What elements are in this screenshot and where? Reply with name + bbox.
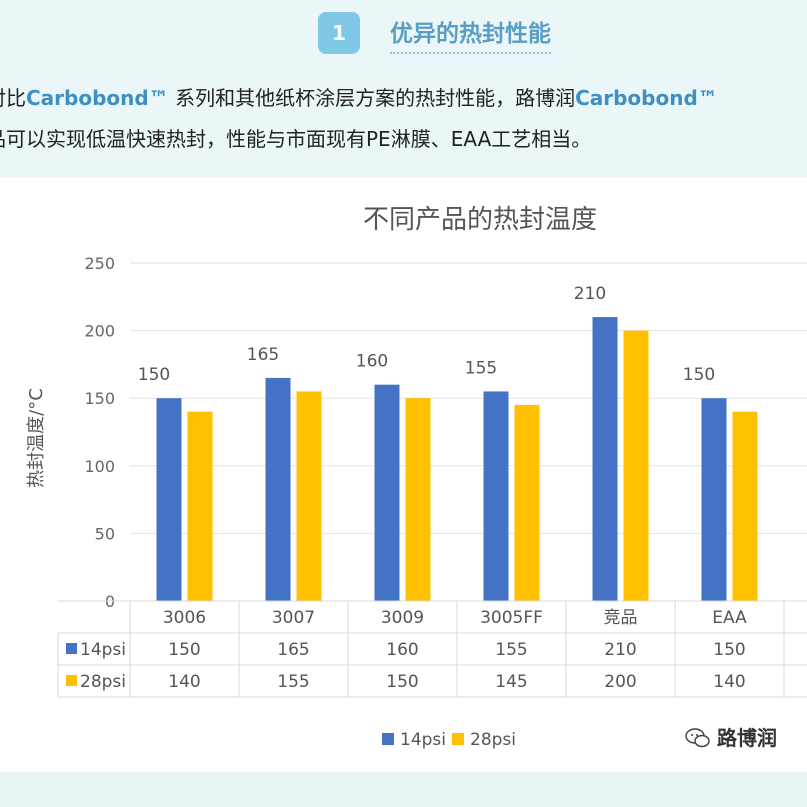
intro-line-1: 对比Carbobond™ 系列和其他纸杯涂层方案的热封性能，路博润Carbobo… xyxy=(0,78,807,119)
x-tick-label: 竞品 xyxy=(604,608,638,628)
y-tick-label: 250 xyxy=(84,254,115,273)
table-legend-swatch xyxy=(66,675,77,686)
intro-text: 品可以实现低温快速热封，性能与市面现有PE淋膜、EAA工艺相当。 xyxy=(0,127,592,151)
table-cell: 150 xyxy=(713,640,745,660)
table-series-label: 28psi xyxy=(80,672,126,692)
chart-bars xyxy=(156,317,758,601)
bar-28psi-竞品 xyxy=(623,330,649,601)
bar-14psi-3009 xyxy=(374,384,400,601)
x-tick-label: 3005FF xyxy=(480,608,543,628)
y-tick-label: 200 xyxy=(84,322,115,341)
y-tick-label: 50 xyxy=(95,524,115,543)
legend-swatch xyxy=(452,733,464,745)
legend-label: 28psi xyxy=(470,730,516,750)
header-band xyxy=(0,0,807,178)
intro-text: 对比 xyxy=(0,86,26,110)
watermark-text: 路博润 xyxy=(717,726,777,750)
table-cell: 165 xyxy=(277,640,309,660)
bar-28psi-EAA xyxy=(732,411,758,601)
table-cell: 160 xyxy=(386,640,418,660)
section-number-badge: 1 xyxy=(318,12,360,54)
data-label: 165 xyxy=(247,345,279,365)
table-cell: 210 xyxy=(604,640,636,660)
intro-line-2: 品可以实现低温快速热封，性能与市面现有PE淋膜、EAA工艺相当。 xyxy=(0,119,807,160)
table-cell: 145 xyxy=(495,672,527,692)
brand-name: Carbobond™ xyxy=(575,86,718,110)
y-axis-label: 热封温度/°C xyxy=(26,388,47,488)
x-tick-label: 3009 xyxy=(381,608,424,628)
chart-legend: 14psi 28psi xyxy=(382,730,516,750)
bar-28psi-3009 xyxy=(405,398,431,601)
table-cell: 150 xyxy=(386,672,418,692)
data-label: 150 xyxy=(138,365,170,385)
wechat-icon xyxy=(685,728,710,748)
watermark: 路博润 xyxy=(685,722,777,751)
x-tick-label: 3006 xyxy=(163,608,206,628)
data-label: 150 xyxy=(683,365,715,385)
table-cell: 140 xyxy=(168,672,200,692)
table-cell: 140 xyxy=(713,672,745,692)
table-legend-swatch xyxy=(66,643,77,654)
bar-14psi-3006 xyxy=(156,398,182,601)
bar-28psi-3006 xyxy=(187,411,213,601)
intro-text: 系列和其他纸杯涂层方案的热封性能，路博润 xyxy=(168,86,576,110)
section-title: 优异的热封性能 xyxy=(390,14,551,54)
x-tick-label: 3007 xyxy=(272,608,315,628)
data-label: 155 xyxy=(465,358,497,378)
chart-data-labels: 150 165 160 155 210 150 xyxy=(138,284,715,385)
legend-label: 14psi xyxy=(400,730,446,750)
bar-14psi-3007 xyxy=(265,377,291,601)
brand-name: Carbobond™ xyxy=(26,86,169,110)
bar-14psi-3005FF xyxy=(483,391,509,601)
footer-band xyxy=(0,772,807,807)
data-label: 160 xyxy=(356,352,388,372)
legend-swatch xyxy=(382,733,394,745)
data-table: 3006 150 140 3007 165 155 3009 160 150 3005FF 155 1… xyxy=(57,600,807,698)
x-tick-label: EAA xyxy=(712,608,747,628)
table-series-label: 14psi xyxy=(80,640,126,660)
intro-paragraph: 对比Carbobond™ 系列和其他纸杯涂层方案的热封性能，路博润Carbobo… xyxy=(0,78,807,160)
chart-title: 不同产品的热封温度 xyxy=(363,205,597,235)
table-cell: 155 xyxy=(277,672,309,692)
bar-28psi-3007 xyxy=(296,391,322,601)
bar-28psi-3005FF xyxy=(514,404,540,601)
table-cell: 155 xyxy=(495,640,527,660)
chart-card: 不同产品的热封温度 0 50 100 150 200 250 热封温度/°C 150 165… xyxy=(0,178,807,772)
y-tick-label: 150 xyxy=(84,389,115,408)
table-cell: 200 xyxy=(604,672,636,692)
bar-14psi-竞品 xyxy=(592,317,618,601)
y-tick-label: 100 xyxy=(84,457,115,476)
bar-14psi-EAA xyxy=(701,398,727,601)
table-cell: 150 xyxy=(168,640,200,660)
data-label: 210 xyxy=(574,284,606,304)
